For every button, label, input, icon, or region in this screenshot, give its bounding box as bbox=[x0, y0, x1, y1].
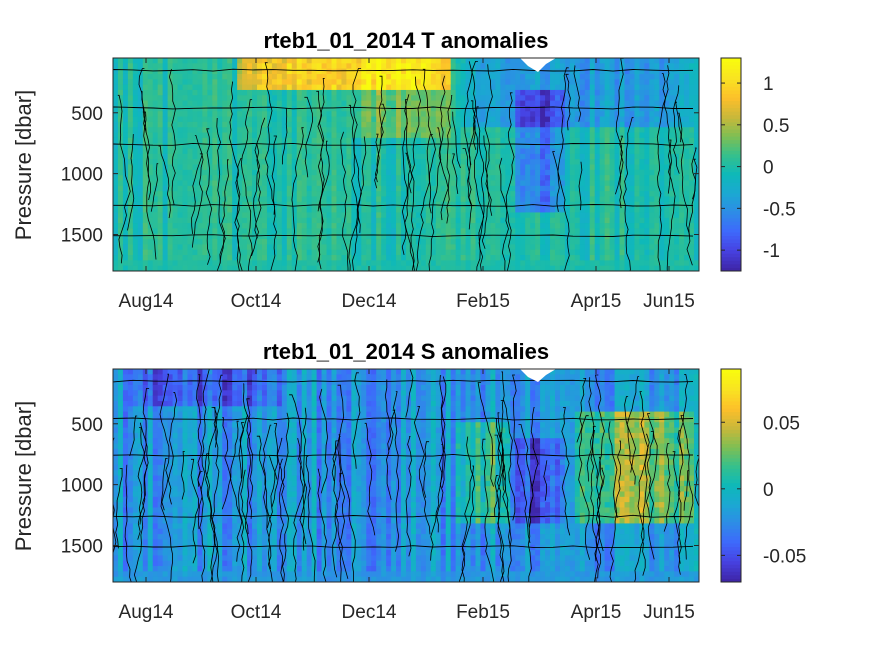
colorbar-tick-label: 0 bbox=[763, 480, 774, 501]
panel-s-axes-box bbox=[112, 368, 700, 583]
colorbar-tick-label: 1 bbox=[763, 74, 774, 95]
panel-t-colorbar: 1 0.5 0 -0.5 -1 bbox=[720, 57, 796, 272]
panel-s-heatmap bbox=[113, 369, 699, 582]
x-tick-label: Apr15 bbox=[571, 602, 622, 623]
colorbar-tick-label: -0.05 bbox=[763, 546, 806, 567]
colorbar-tick-label: -1 bbox=[763, 241, 780, 262]
panel-t-heatmap bbox=[113, 58, 699, 271]
panel-s-contour-lines bbox=[113, 369, 699, 582]
x-tick-label: Dec14 bbox=[342, 291, 397, 312]
colorbar-tick-label: 0 bbox=[763, 158, 774, 179]
panel-t-axes-box bbox=[112, 57, 700, 272]
y-tick-label: 1500 bbox=[61, 536, 103, 557]
panel-s-title: rteb1_01_2014 S anomalies bbox=[263, 339, 549, 364]
x-tick-label: Feb15 bbox=[456, 602, 510, 623]
panel-t: rteb1_01_2014 T anomalies Pressure [dbar… bbox=[11, 28, 796, 312]
x-tick-label: Dec14 bbox=[342, 602, 397, 623]
y-tick-label: 500 bbox=[71, 104, 103, 125]
colorbar-tick-label: -0.5 bbox=[763, 199, 796, 220]
x-tick-label: Feb15 bbox=[456, 291, 510, 312]
y-tick-label: 1500 bbox=[61, 225, 103, 246]
x-tick-label: Jun15 bbox=[643, 602, 695, 623]
panel-s-colorbar: 0.05 0 -0.05 bbox=[720, 368, 806, 583]
panel-t-title: rteb1_01_2014 T anomalies bbox=[264, 28, 549, 53]
x-tick-label: Aug14 bbox=[119, 291, 174, 312]
y-tick-label: 500 bbox=[71, 415, 103, 436]
x-tick-label: Oct14 bbox=[231, 602, 282, 623]
x-tick-label: Jun15 bbox=[643, 291, 695, 312]
x-tick-label: Apr15 bbox=[571, 291, 622, 312]
y-tick-label: 1000 bbox=[61, 165, 103, 186]
panel-s: rteb1_01_2014 S anomalies Pressure [dbar… bbox=[11, 339, 806, 623]
colorbar-tick-label: 0.05 bbox=[763, 413, 800, 434]
panel-s-ylabel: Pressure [dbar] bbox=[11, 401, 36, 551]
panel-t-contour-lines bbox=[113, 58, 698, 271]
x-tick-label: Oct14 bbox=[231, 291, 282, 312]
y-tick-label: 1000 bbox=[61, 476, 103, 497]
panel-t-ylabel: Pressure [dbar] bbox=[11, 90, 36, 240]
x-tick-label: Aug14 bbox=[119, 602, 174, 623]
colorbar-tick-label: 0.5 bbox=[763, 116, 789, 137]
